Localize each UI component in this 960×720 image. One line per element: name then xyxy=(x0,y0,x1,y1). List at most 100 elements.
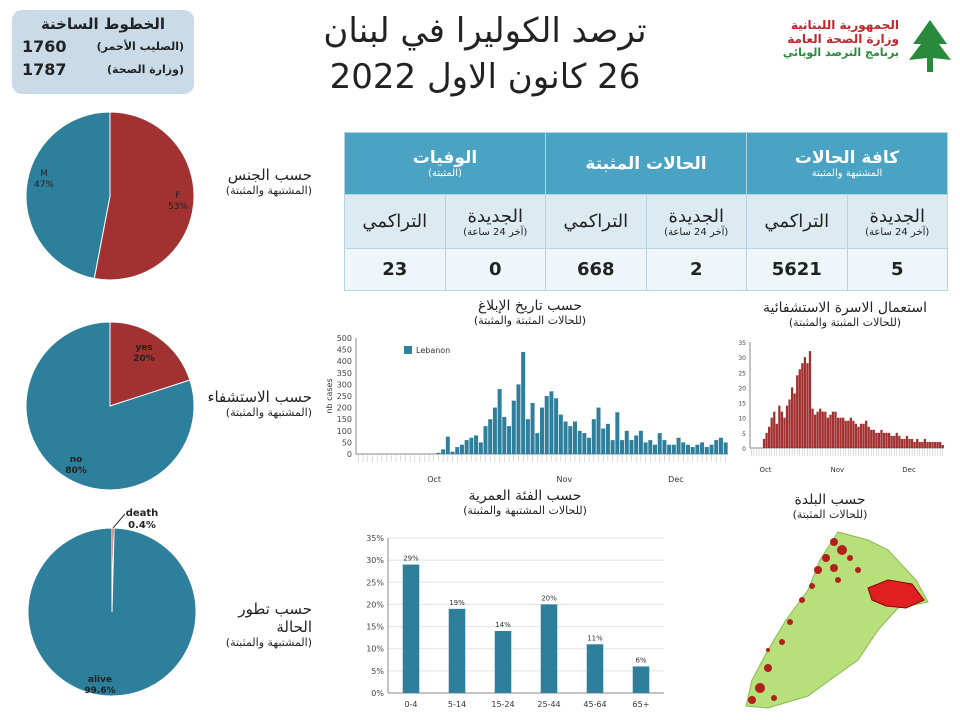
bar xyxy=(502,416,507,454)
y-tick-label: 25 xyxy=(738,370,746,377)
y-tick-label: 25% xyxy=(366,578,384,587)
bar xyxy=(483,426,488,454)
label-outcome: حسب تطور الحالة (المشتبهة والمثبتة) xyxy=(200,600,312,649)
pie-label: death xyxy=(126,508,159,519)
bar xyxy=(882,432,886,448)
bar xyxy=(436,452,441,454)
hotline-label: (الصليب الأحمر) xyxy=(96,40,184,53)
bar xyxy=(610,440,615,454)
pie-label: F xyxy=(175,191,180,201)
page-title: ترصد الكوليرا في لبنان 26 كانون الاول 20… xyxy=(300,8,670,100)
col-new-sub: (آخر 24 ساعة) xyxy=(463,226,528,238)
label-sub: (المشتبهة والمثبتة) xyxy=(225,406,312,419)
pie-slice-yes xyxy=(109,321,191,407)
label-hosp: حسب الاستشفاء (المشتبهة والمثبتة) xyxy=(190,388,312,419)
value-conf-cum: 668 xyxy=(545,248,647,291)
label-bed: استعمال الاسرة الاستشفائية (للحالات المث… xyxy=(740,300,950,329)
bar xyxy=(582,433,587,454)
bar xyxy=(854,423,858,448)
pie-label: no xyxy=(70,455,83,465)
bar xyxy=(535,433,540,454)
pie-slice-M xyxy=(25,111,111,280)
bar xyxy=(629,440,634,454)
bar xyxy=(591,419,596,454)
y-tick-label: 200 xyxy=(337,404,352,413)
chart-age: 0% 5% 10% 15% 20% 25% 30% 35% 0-4 29% 5-14 19% 15-24… xyxy=(366,534,664,709)
bar xyxy=(910,438,914,448)
bar xyxy=(785,405,789,448)
bar xyxy=(653,444,658,454)
bar xyxy=(778,405,781,448)
value-all-new: 5 xyxy=(846,248,948,291)
bar xyxy=(844,420,847,448)
bar xyxy=(539,407,545,454)
bar xyxy=(605,423,610,454)
col-new: الجديدة (آخر 24 ساعة) xyxy=(846,194,948,249)
label-title: حسب تطور الحالة xyxy=(238,600,312,636)
x-tick-label: 15-24 xyxy=(491,700,514,709)
bar xyxy=(767,426,771,448)
bar xyxy=(620,440,625,454)
month-label: Oct xyxy=(759,466,771,474)
hotline-number[interactable]: 1760 xyxy=(22,37,67,56)
bar xyxy=(667,444,672,454)
hotline-number[interactable]: 1787 xyxy=(22,60,67,79)
bar xyxy=(890,435,893,448)
bar xyxy=(469,437,474,454)
col-new: الجديدة (آخر 24 ساعة) xyxy=(645,194,747,249)
bar xyxy=(790,387,794,448)
label-age: حسب الفئة العمرية (للحالات المشتبهة والم… xyxy=(420,488,630,517)
col-new-sub: (آخر 24 ساعة) xyxy=(664,226,729,238)
y-tick-label: 0 xyxy=(742,446,746,453)
label-town: حسب البلدة (للحالات المثبتة) xyxy=(760,492,900,521)
col-new-label: الجديدة xyxy=(467,205,523,227)
title-line-2: 26 كانون الاول 2022 xyxy=(329,57,641,97)
bar xyxy=(450,451,455,454)
map-land xyxy=(745,531,929,709)
bar xyxy=(836,417,840,448)
y-tick-label: 5% xyxy=(371,667,384,676)
ministry-logo: الجمهورية اللبنانية وزارة الصحة العامة ب… xyxy=(755,14,955,76)
y-tick-label: 150 xyxy=(337,415,352,424)
bar xyxy=(402,564,420,693)
y-tick-label: 10 xyxy=(738,416,746,423)
y-tick-label: 35 xyxy=(738,340,746,347)
bar xyxy=(770,417,773,448)
bar xyxy=(862,423,865,448)
bar xyxy=(709,444,714,454)
bar xyxy=(773,411,776,448)
bar xyxy=(723,442,728,454)
bar xyxy=(507,426,512,454)
x-tick-label: 25-44 xyxy=(537,700,560,709)
label-title: حسب الجنس xyxy=(227,166,312,184)
bar xyxy=(939,441,942,448)
bar xyxy=(803,357,807,448)
bar xyxy=(700,442,705,454)
bar xyxy=(831,411,835,448)
value-conf-new: 2 xyxy=(645,248,747,291)
y-tick-label: 450 xyxy=(337,346,352,355)
bar xyxy=(826,417,830,448)
bar xyxy=(880,429,883,448)
bar xyxy=(798,369,801,448)
label-title: حسب الفئة العمرية xyxy=(468,488,582,504)
pie-pct-label: 20% xyxy=(133,354,155,364)
x-tick-label: 65+ xyxy=(633,700,650,709)
pie-label: alive xyxy=(88,675,112,685)
pie-pct-label: 80% xyxy=(65,466,87,476)
y-tick-label: 500 xyxy=(337,334,352,343)
bar xyxy=(867,426,870,448)
chart-report: 0 50 100 150 200 250 300 350 400 450 500 Oct Nov Dec L… xyxy=(325,334,728,484)
bar xyxy=(695,444,700,454)
col-new-sub: (آخر 24 ساعة) xyxy=(865,226,930,238)
y-tick-label: 0 xyxy=(347,450,352,459)
bar xyxy=(775,423,778,448)
label-sub: (للحالات المشتبهة والمثبتة) xyxy=(463,504,587,517)
bar xyxy=(918,441,921,448)
bar xyxy=(816,411,819,448)
bar xyxy=(497,389,502,454)
bar xyxy=(921,441,924,448)
bar xyxy=(847,420,850,448)
bar xyxy=(681,442,686,454)
